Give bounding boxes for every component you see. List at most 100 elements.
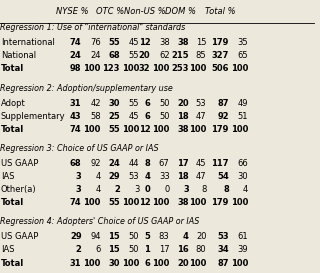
Text: 4: 4 <box>145 172 150 181</box>
Text: 2: 2 <box>76 245 82 254</box>
Text: Adopt: Adopt <box>1 99 25 108</box>
Text: 24: 24 <box>70 51 82 60</box>
Text: 66: 66 <box>237 159 248 168</box>
Text: 100: 100 <box>152 125 170 134</box>
Text: National: National <box>1 51 36 60</box>
Text: 50: 50 <box>129 245 139 254</box>
Text: 24: 24 <box>108 159 120 168</box>
Text: 29: 29 <box>70 232 82 241</box>
Text: 100: 100 <box>152 198 170 207</box>
Text: 39: 39 <box>237 245 248 254</box>
Text: 68: 68 <box>108 51 120 60</box>
Text: 35: 35 <box>237 38 248 47</box>
Text: 15: 15 <box>196 38 206 47</box>
Text: 92: 92 <box>217 112 229 121</box>
Text: 179: 179 <box>212 198 229 207</box>
Text: 30: 30 <box>237 172 248 181</box>
Text: 4: 4 <box>96 172 101 181</box>
Text: 50: 50 <box>159 99 170 108</box>
Text: 100: 100 <box>231 64 248 73</box>
Text: 100: 100 <box>189 64 206 73</box>
Text: Non-US %: Non-US % <box>124 7 166 16</box>
Text: Regression 4: Adopters' Choice of US GAAP or IAS: Regression 4: Adopters' Choice of US GAA… <box>0 217 199 226</box>
Text: 100: 100 <box>189 259 206 268</box>
Text: 92: 92 <box>90 159 101 168</box>
Text: 17: 17 <box>177 159 189 168</box>
Text: 20: 20 <box>177 259 189 268</box>
Text: 49: 49 <box>237 99 248 108</box>
Text: 100: 100 <box>84 125 101 134</box>
Text: 0: 0 <box>164 185 170 194</box>
Text: 74: 74 <box>70 198 82 207</box>
Text: 55: 55 <box>108 38 120 47</box>
Text: 3: 3 <box>183 185 189 194</box>
Text: 98: 98 <box>70 64 82 73</box>
Text: 100: 100 <box>84 259 101 268</box>
Text: NYSE %: NYSE % <box>56 7 88 16</box>
Text: 123: 123 <box>102 64 120 73</box>
Text: 6: 6 <box>145 259 150 268</box>
Text: 4: 4 <box>183 232 189 241</box>
Text: 44: 44 <box>129 159 139 168</box>
Text: Total: Total <box>1 125 24 134</box>
Text: 12: 12 <box>139 125 150 134</box>
Text: 15: 15 <box>108 245 120 254</box>
Text: 16: 16 <box>177 245 189 254</box>
Text: 51: 51 <box>237 112 248 121</box>
Text: 100: 100 <box>189 198 206 207</box>
Text: 38: 38 <box>177 38 189 47</box>
Text: 327: 327 <box>212 51 229 60</box>
Text: 100: 100 <box>122 125 139 134</box>
Text: 24: 24 <box>90 51 101 60</box>
Text: 33: 33 <box>159 172 170 181</box>
Text: 30: 30 <box>108 259 120 268</box>
Text: 20: 20 <box>177 99 189 108</box>
Text: 67: 67 <box>159 159 170 168</box>
Text: 38: 38 <box>177 125 189 134</box>
Text: 74: 74 <box>70 125 82 134</box>
Text: 6: 6 <box>145 112 150 121</box>
Text: 53: 53 <box>217 232 229 241</box>
Text: 179: 179 <box>212 125 229 134</box>
Text: 55: 55 <box>129 99 139 108</box>
Text: 15: 15 <box>108 232 120 241</box>
Text: 3: 3 <box>76 172 82 181</box>
Text: 100: 100 <box>189 125 206 134</box>
Text: 85: 85 <box>196 51 206 60</box>
Text: 74: 74 <box>70 38 82 47</box>
Text: 30: 30 <box>108 99 120 108</box>
Text: 17: 17 <box>159 245 170 254</box>
Text: 20: 20 <box>139 51 150 60</box>
Text: 61: 61 <box>237 232 248 241</box>
Text: 506: 506 <box>211 64 229 73</box>
Text: 3: 3 <box>134 185 139 194</box>
Text: 87: 87 <box>217 99 229 108</box>
Text: 18: 18 <box>177 112 189 121</box>
Text: 94: 94 <box>90 232 101 241</box>
Text: 0: 0 <box>145 185 150 194</box>
Text: 100: 100 <box>84 64 101 73</box>
Text: 18: 18 <box>177 172 189 181</box>
Text: 100: 100 <box>152 259 170 268</box>
Text: 100: 100 <box>231 198 248 207</box>
Text: Total: Total <box>1 198 24 207</box>
Text: 68: 68 <box>70 159 82 168</box>
Text: 12: 12 <box>139 198 150 207</box>
Text: 80: 80 <box>196 245 206 254</box>
Text: Total %: Total % <box>205 7 236 16</box>
Text: Regression 2: Adoption/supplementary use: Regression 2: Adoption/supplementary use <box>0 84 173 93</box>
Text: 3: 3 <box>76 185 82 194</box>
Text: 100: 100 <box>231 125 248 134</box>
Text: 6: 6 <box>145 99 150 108</box>
Text: Regression 1: Use of "international" standards: Regression 1: Use of "international" sta… <box>0 23 185 32</box>
Text: DOM %: DOM % <box>165 7 196 16</box>
Text: 55: 55 <box>129 51 139 60</box>
Text: 4: 4 <box>243 185 248 194</box>
Text: 253: 253 <box>171 64 189 73</box>
Text: 45: 45 <box>129 38 139 47</box>
Text: 50: 50 <box>159 112 170 121</box>
Text: 20: 20 <box>196 232 206 241</box>
Text: 43: 43 <box>70 112 82 121</box>
Text: US GAAP: US GAAP <box>1 159 38 168</box>
Text: 31: 31 <box>70 259 82 268</box>
